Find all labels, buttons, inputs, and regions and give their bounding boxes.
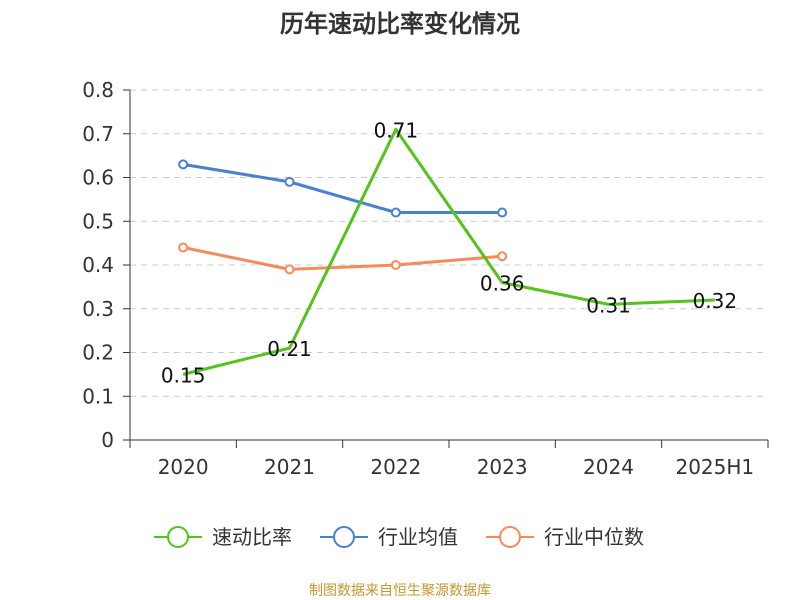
legend-label: 行业均值 — [378, 525, 458, 549]
x-tick-label: 2024 — [583, 455, 634, 479]
series-line — [182, 127, 715, 376]
data-point — [284, 264, 295, 275]
data-point — [390, 207, 401, 218]
data-point — [178, 159, 189, 170]
y-tick-label: 0.7 — [82, 122, 114, 146]
data-point — [284, 176, 295, 187]
legend-circle-icon — [333, 526, 355, 548]
axis-layer: 0 0.1 0.2 0.3 0.4 0.5 0.6 0.7 0.8 2020 2021 2022 202… — [82, 78, 769, 479]
y-tick-label: 0.5 — [82, 209, 114, 233]
series-2 — [178, 242, 508, 275]
y-tick-label: 0.3 — [82, 297, 114, 321]
data-point — [497, 251, 508, 262]
data-label: 0.71 — [374, 118, 419, 142]
y-tick-label: 0.1 — [82, 384, 114, 408]
data-label: 0.32 — [693, 289, 738, 313]
source-note: 制图数据来自恒生聚源数据库 — [309, 583, 491, 599]
y-tick-label: 0.2 — [82, 341, 114, 365]
y-tick-label: 0.6 — [82, 166, 114, 190]
legend: 速动比率 行业均值 行业中位数 — [154, 525, 644, 549]
x-tick-label: 2023 — [477, 455, 528, 479]
x-tick-label: 2021 — [264, 455, 315, 479]
data-label-layer: 0.15 0.21 0.71 0.36 0.31 0.32 — [161, 118, 737, 387]
legend-item-2: 行业中位数 — [486, 525, 644, 549]
data-label: 0.15 — [161, 363, 206, 387]
grid-layer — [130, 89, 768, 397]
x-tick-label: 2025H1 — [675, 455, 754, 479]
x-tick-label: 2020 — [158, 455, 209, 479]
series-0 — [182, 127, 715, 376]
data-label: 0.36 — [480, 272, 525, 296]
series-line — [182, 162, 503, 214]
data-point — [497, 207, 508, 218]
series-1 — [178, 159, 508, 218]
y-tick-label: 0.8 — [82, 78, 114, 102]
legend-circle-icon — [499, 526, 521, 548]
chart-title: 历年速动比率变化情况 — [280, 10, 520, 38]
legend-label: 行业中位数 — [544, 525, 644, 549]
data-label: 0.31 — [586, 293, 631, 317]
data-point — [390, 260, 401, 270]
series-line — [182, 246, 503, 271]
legend-item-0: 速动比率 — [154, 525, 292, 549]
y-tick-label: 0 — [101, 428, 114, 452]
legend-circle-icon — [167, 526, 189, 548]
x-tick-label: 2022 — [370, 455, 421, 479]
legend-label: 速动比率 — [212, 525, 292, 549]
y-tick-label: 0.4 — [82, 253, 114, 277]
data-point — [178, 242, 189, 253]
data-label: 0.21 — [267, 337, 312, 361]
series-layer — [178, 127, 715, 376]
legend-item-1: 行业均值 — [320, 525, 458, 549]
